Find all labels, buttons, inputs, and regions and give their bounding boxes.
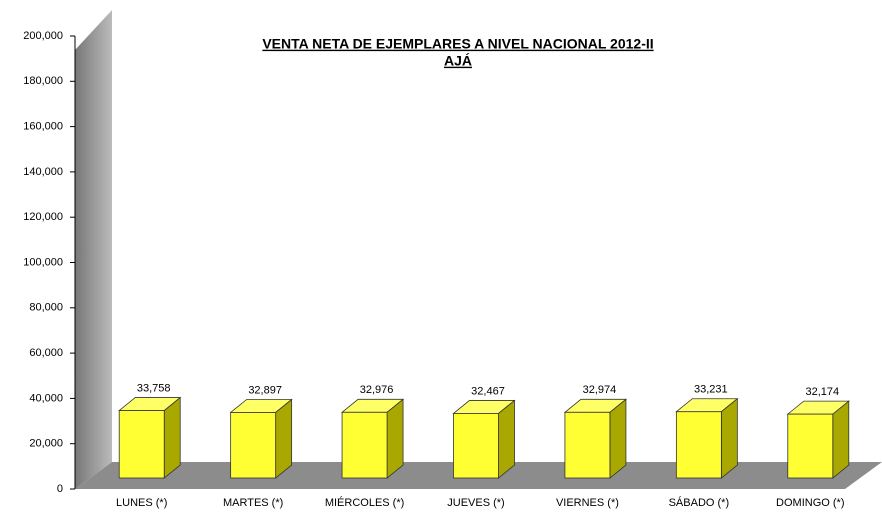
bar <box>230 412 277 479</box>
value-label: 32,974 <box>583 384 617 396</box>
bar <box>341 411 388 479</box>
value-label: 33,758 <box>137 382 171 394</box>
y-tick-label: 200,000 <box>23 30 63 42</box>
bar-side <box>720 397 738 479</box>
x-tick-label: VIERNES (*) <box>556 497 619 509</box>
y-tick-label: 160,000 <box>23 121 63 133</box>
bar-side <box>163 396 181 479</box>
value-label: 32,976 <box>360 384 394 396</box>
x-tick-label: MARTES (*) <box>223 497 283 509</box>
y-tick-label: 140,000 <box>23 166 63 178</box>
value-label: 32,897 <box>248 384 282 396</box>
bar <box>675 411 722 479</box>
y-tick-label: 180,000 <box>23 75 63 87</box>
bar <box>453 413 499 479</box>
chart-subtitle: AJÁ <box>444 53 472 69</box>
y-tick-label: 100,000 <box>23 256 63 268</box>
x-tick-label: LUNES (*) <box>116 497 167 509</box>
bar-side <box>275 398 293 479</box>
x-tick-label: DOMINGO (*) <box>776 497 844 509</box>
chart-title: VENTA NETA DE EJEMPLARES A NIVEL NACIONA… <box>262 36 653 52</box>
x-tick-label: SÁBADO (*) <box>669 496 730 509</box>
y-tick-label: 40,000 <box>29 392 63 404</box>
value-label: 32,467 <box>471 385 505 397</box>
bar-side <box>386 398 404 479</box>
value-label: 33,231 <box>694 384 728 396</box>
bar-side <box>832 400 850 479</box>
bar <box>787 413 834 479</box>
y-tick-label: 0 <box>57 483 63 495</box>
bar <box>118 410 165 479</box>
y-tick-label: 20,000 <box>29 438 63 450</box>
bar <box>564 411 611 479</box>
x-tick-label: JUEVES (*) <box>447 497 504 509</box>
y-tick-label: 80,000 <box>29 302 63 314</box>
value-label: 32,174 <box>805 386 839 398</box>
y-tick-label: 120,000 <box>23 211 63 223</box>
x-tick-label: MIÉRCOLES (*) <box>325 496 404 509</box>
bar-side <box>498 399 515 479</box>
bar-side <box>609 398 627 479</box>
back-wall <box>75 10 112 489</box>
y-tick-label: 60,000 <box>29 347 63 359</box>
